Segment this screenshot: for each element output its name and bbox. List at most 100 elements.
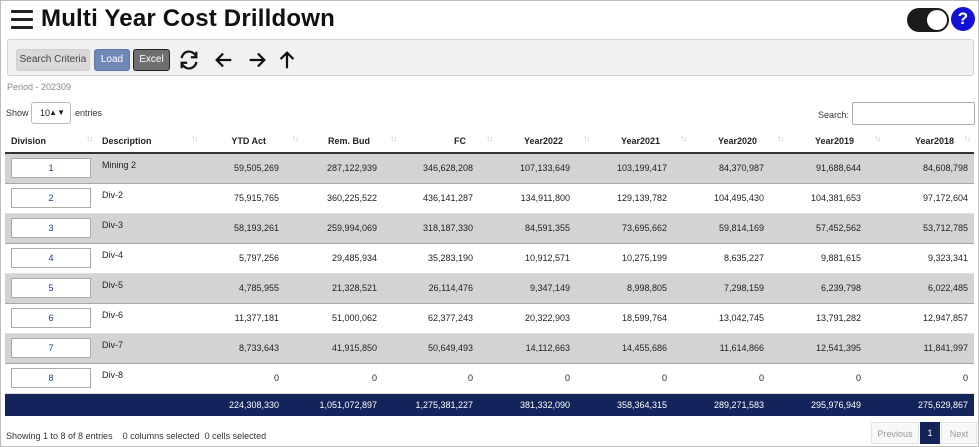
cell-year2022: 10,912,571 (496, 243, 593, 274)
cell-ytd-act: 11,377,181 (201, 303, 302, 334)
cell-year2018: 9,323,341 (884, 243, 974, 274)
col-header-year2018[interactable]: Year2018 ↑↓ (884, 129, 974, 154)
cell-fc: 26,114,476 (400, 272, 496, 304)
load-button[interactable]: Load (94, 49, 130, 71)
table-row: 6 Div-6 11,377,181 51,000,062 62,377,243 20,3… (5, 303, 974, 334)
total-ytd-act: 224,308,330 (201, 393, 302, 416)
toolbar: Search Criteria Load Excel (7, 39, 974, 76)
cell-year2022: 14,112,663 (496, 332, 593, 364)
total-rem-bud: 1,051,072,897 (302, 393, 400, 416)
division-button[interactable]: 7 (11, 338, 91, 358)
total-description (96, 393, 201, 416)
cell-year2020: 84,370,987 (690, 152, 787, 184)
cell-year2020: 8,635,227 (690, 243, 787, 274)
previous-page-button[interactable]: Previous (871, 422, 919, 444)
table-row: 2 Div-2 75,915,765 360,225,522 436,141,287 13… (5, 183, 974, 214)
period-label: Period - 202309 (7, 82, 72, 92)
cell-year2020: 11,614,866 (690, 332, 787, 364)
toggle-knob (927, 10, 947, 30)
cell-ytd-act: 58,193,261 (201, 212, 302, 244)
cell-year2021: 14,455,686 (593, 332, 690, 364)
division-button[interactable]: 2 (11, 188, 91, 208)
cell-description: Div-7 (96, 332, 201, 364)
arrow-left-icon[interactable] (213, 49, 235, 71)
totals-row: 224,308,330 1,051,072,897 1,275,381,227 381… (5, 393, 974, 416)
next-page-button[interactable]: Next (941, 422, 977, 444)
cell-year2019: 104,381,653 (787, 183, 884, 214)
cell-fc: 346,628,208 (400, 152, 496, 184)
menu-icon[interactable] (11, 10, 33, 30)
division-button[interactable]: 3 (11, 218, 91, 238)
cell-year2020: 104,495,430 (690, 183, 787, 214)
arrow-right-icon[interactable] (246, 49, 268, 71)
col-header-year2022[interactable]: Year2022 ↑↓ (496, 129, 593, 154)
col-header-division[interactable]: Division ↑↓ (5, 129, 96, 154)
cell-fc: 436,141,287 (400, 183, 496, 214)
excel-button[interactable]: Excel (133, 49, 170, 71)
cell-division: 7 (5, 332, 96, 364)
col-header-year2019[interactable]: Year2019 ↑↓ (787, 129, 884, 154)
entries-value: 10 (40, 108, 51, 118)
cell-description: Div-4 (96, 243, 201, 274)
dark-mode-toggle[interactable] (907, 8, 949, 32)
cell-division: 6 (5, 303, 96, 334)
col-header-year2021[interactable]: Year2021 ↑↓ (593, 129, 690, 154)
select-arrows-icon: ▲▼ (49, 108, 65, 117)
arrow-up-icon[interactable] (276, 49, 298, 71)
cell-year2021: 73,695,662 (593, 212, 690, 244)
total-year2021: 358,364,315 (593, 393, 690, 416)
division-button[interactable]: 8 (11, 368, 91, 388)
cell-rem-bud: 29,485,934 (302, 243, 400, 274)
cell-division: 2 (5, 183, 96, 214)
col-header-description[interactable]: Description ↑↓ (96, 129, 201, 154)
col-header-ytd-act[interactable]: YTD Act ↑↓ (201, 129, 302, 154)
division-button[interactable]: 5 (11, 278, 91, 298)
cell-year2022: 134,911,800 (496, 183, 593, 214)
cell-description: Div-8 (96, 363, 201, 394)
table-row: 1 Mining 2 59,505,269 287,122,939 346,628,20… (5, 152, 974, 184)
cell-description: Div-2 (96, 183, 201, 214)
cell-rem-bud: 41,915,850 (302, 332, 400, 364)
division-button[interactable]: 6 (11, 308, 91, 328)
col-header-rem-bud[interactable]: Rem. Bud ↑↓ (302, 129, 400, 154)
columns-selected-text: 0 columns selected (122, 431, 200, 441)
col-header-year2020[interactable]: Year2020 ↑↓ (690, 129, 787, 154)
show-label: Show (6, 108, 29, 118)
col-header-fc[interactable]: FC ↑↓ (400, 129, 496, 154)
refresh-icon[interactable] (178, 49, 200, 71)
entries-per-page-select[interactable]: 10 ▲▼ (31, 102, 71, 124)
cell-rem-bud: 51,000,062 (302, 303, 400, 334)
cell-ytd-act: 59,505,269 (201, 152, 302, 184)
total-year2022: 381,332,090 (496, 393, 593, 416)
showing-entries-text: Showing 1 to 8 of 8 entries (6, 431, 113, 441)
table-row: 3 Div-3 58,193,261 259,994,069 318,187,330 84… (5, 212, 974, 244)
cell-year2020: 0 (690, 363, 787, 394)
search-label: Search: (818, 110, 850, 120)
cell-year2022: 9,347,149 (496, 272, 593, 304)
search-criteria-button[interactable]: Search Criteria (16, 49, 90, 71)
cell-division: 1 (5, 152, 96, 184)
cell-rem-bud: 287,122,939 (302, 152, 400, 184)
division-button[interactable]: 1 (11, 158, 91, 179)
cell-fc: 318,187,330 (400, 212, 496, 244)
division-button[interactable]: 4 (11, 248, 91, 268)
cell-year2021: 8,998,805 (593, 272, 690, 304)
help-icon[interactable]: ? (951, 7, 975, 31)
cell-division: 5 (5, 272, 96, 304)
cell-rem-bud: 21,328,521 (302, 272, 400, 304)
cell-year2020: 13,042,745 (690, 303, 787, 334)
search-input[interactable] (852, 102, 975, 125)
cell-division: 8 (5, 363, 96, 394)
cell-year2018: 84,608,798 (884, 152, 974, 184)
cell-ytd-act: 75,915,765 (201, 183, 302, 214)
entries-label: entries (75, 108, 103, 118)
page-1-button[interactable]: 1 (920, 422, 940, 444)
cell-year2019: 57,452,562 (787, 212, 884, 244)
cell-year2021: 0 (593, 363, 690, 394)
cell-fc: 50,649,493 (400, 332, 496, 364)
cell-rem-bud: 259,994,069 (302, 212, 400, 244)
table-row: 7 Div-7 8,733,643 41,915,850 50,649,493 14,11… (5, 332, 974, 364)
cell-year2018: 11,841,997 (884, 332, 974, 364)
cell-year2020: 59,814,169 (690, 212, 787, 244)
